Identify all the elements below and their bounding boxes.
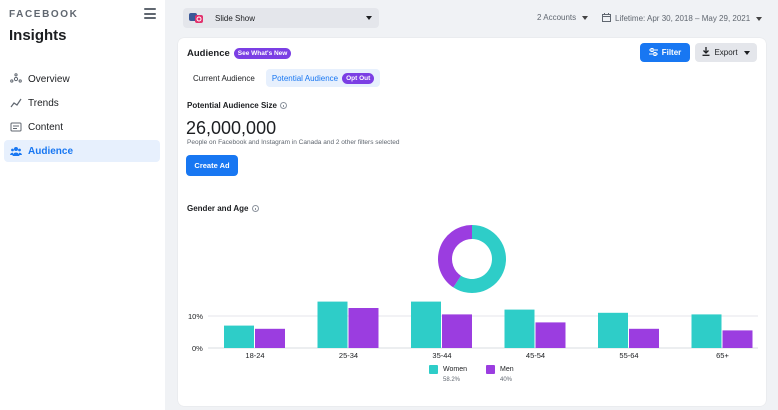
bar-women bbox=[504, 309, 535, 348]
brand-wordmark: FACEBOOK bbox=[9, 9, 79, 20]
filter-label: Filter bbox=[661, 48, 682, 57]
bar-women bbox=[411, 301, 441, 348]
audience-size-value: 26,000,000 bbox=[186, 118, 277, 138]
top-bar: Slide Show 2 Accounts Lifetime: Apr 30, … bbox=[165, 0, 778, 36]
app-title: Insights bbox=[9, 27, 67, 44]
gender-age-label: Gender and Age bbox=[187, 204, 259, 213]
bar-men bbox=[722, 330, 753, 348]
page-name: Slide Show bbox=[215, 13, 256, 23]
audience-icon bbox=[10, 145, 22, 157]
sidebar-item-label: Overview bbox=[28, 73, 70, 85]
legend-swatch bbox=[429, 365, 438, 374]
section-label-text: Potential Audience Size bbox=[187, 101, 277, 110]
info-icon[interactable] bbox=[279, 102, 287, 109]
sidebar-nav: Overview Trends Content Audience bbox=[4, 68, 160, 164]
menu-icon[interactable] bbox=[144, 8, 156, 19]
x-tick-label: 45-54 bbox=[526, 351, 545, 360]
donut-slice-men bbox=[438, 225, 472, 288]
potential-size-label: Potential Audience Size bbox=[187, 101, 287, 110]
calendar-icon bbox=[602, 13, 611, 24]
date-range-label: Lifetime: Apr 30, 2018 – May 29, 2021 bbox=[615, 14, 751, 23]
tab-label: Potential Audience bbox=[271, 73, 339, 83]
bar-men bbox=[442, 314, 472, 348]
legend-item-men[interactable]: Men 40% bbox=[486, 365, 514, 383]
content-icon bbox=[10, 121, 22, 133]
chevron-down-icon bbox=[743, 50, 750, 55]
overview-icon bbox=[10, 73, 22, 85]
download-icon bbox=[702, 47, 710, 58]
card-title-text: Audience bbox=[187, 48, 230, 59]
accounts-label: 2 Accounts bbox=[537, 13, 577, 22]
bar-men bbox=[535, 322, 566, 348]
date-range-picker[interactable]: Lifetime: Apr 30, 2018 – May 29, 2021 bbox=[602, 13, 763, 24]
y-tick-label: 0% bbox=[192, 344, 203, 353]
bar-men bbox=[255, 328, 285, 348]
export-label: Export bbox=[714, 48, 738, 57]
audience-card: Audience See What's New Filter Export Cu… bbox=[178, 38, 766, 406]
chevron-down-icon bbox=[366, 16, 372, 20]
accounts-dropdown[interactable]: 2 Accounts bbox=[537, 13, 589, 22]
legend-percent: 58.2% bbox=[443, 377, 461, 383]
donut-slice-women bbox=[453, 225, 506, 293]
sidebar-item-trends[interactable]: Trends bbox=[4, 92, 160, 114]
sidebar-item-label: Content bbox=[28, 121, 64, 133]
y-tick-label: 10% bbox=[188, 312, 203, 321]
sidebar-item-audience[interactable]: Audience bbox=[4, 140, 160, 162]
bar-women bbox=[317, 301, 348, 348]
chevron-down-icon bbox=[756, 16, 763, 21]
card-title: Audience See What's New bbox=[187, 48, 292, 59]
legend-swatch bbox=[486, 365, 495, 374]
opt-out-badge[interactable]: Opt Out bbox=[342, 72, 375, 84]
page-selector[interactable]: Slide Show bbox=[183, 8, 379, 28]
section-label-text: Gender and Age bbox=[187, 204, 249, 213]
info-icon[interactable] bbox=[251, 205, 259, 212]
bar-women bbox=[598, 312, 628, 348]
create-ad-button[interactable]: Create Ad bbox=[186, 155, 238, 176]
filter-icon bbox=[648, 47, 658, 58]
trends-icon bbox=[10, 97, 22, 109]
x-tick-label: 18-24 bbox=[245, 351, 264, 360]
x-tick-label: 65+ bbox=[716, 351, 729, 360]
sidebar: FACEBOOK Insights Overview Trends Conten… bbox=[0, 0, 165, 410]
legend-label: Women bbox=[443, 366, 467, 373]
sidebar-item-content[interactable]: Content bbox=[4, 116, 160, 138]
x-tick-label: 25-34 bbox=[339, 351, 358, 360]
bar-men bbox=[629, 328, 659, 348]
gender-age-chart: 10% 0% 18-24 25-34 35-44 45-54 55-64 65+ bbox=[188, 225, 758, 360]
whats-new-badge[interactable]: See What's New bbox=[233, 48, 292, 59]
bar-men bbox=[348, 308, 379, 348]
audience-size-description: People on Facebook and Instagram in Cana… bbox=[187, 139, 400, 146]
tab-current-audience[interactable]: Current Audience bbox=[187, 69, 261, 87]
sidebar-item-overview[interactable]: Overview bbox=[4, 68, 160, 90]
sidebar-item-label: Audience bbox=[28, 145, 74, 157]
chevron-down-icon bbox=[582, 15, 589, 20]
audience-tabs: Current Audience Potential Audience Opt … bbox=[187, 69, 381, 87]
legend-percent: 40% bbox=[500, 377, 513, 383]
x-tick-label: 55-64 bbox=[619, 351, 638, 360]
x-tick-label: 35-44 bbox=[432, 351, 451, 360]
bar-women bbox=[224, 325, 254, 348]
filter-button[interactable]: Filter bbox=[640, 43, 690, 62]
tab-label: Current Audience bbox=[193, 73, 255, 83]
sidebar-item-label: Trends bbox=[28, 97, 59, 109]
bar-women bbox=[691, 314, 722, 348]
tab-potential-audience[interactable]: Potential Audience Opt Out bbox=[265, 69, 381, 87]
page-avatar-icon bbox=[189, 12, 205, 24]
legend-item-women[interactable]: Women 58.2% bbox=[429, 365, 467, 383]
export-button[interactable]: Export bbox=[695, 43, 757, 62]
legend-label: Men bbox=[500, 366, 514, 373]
